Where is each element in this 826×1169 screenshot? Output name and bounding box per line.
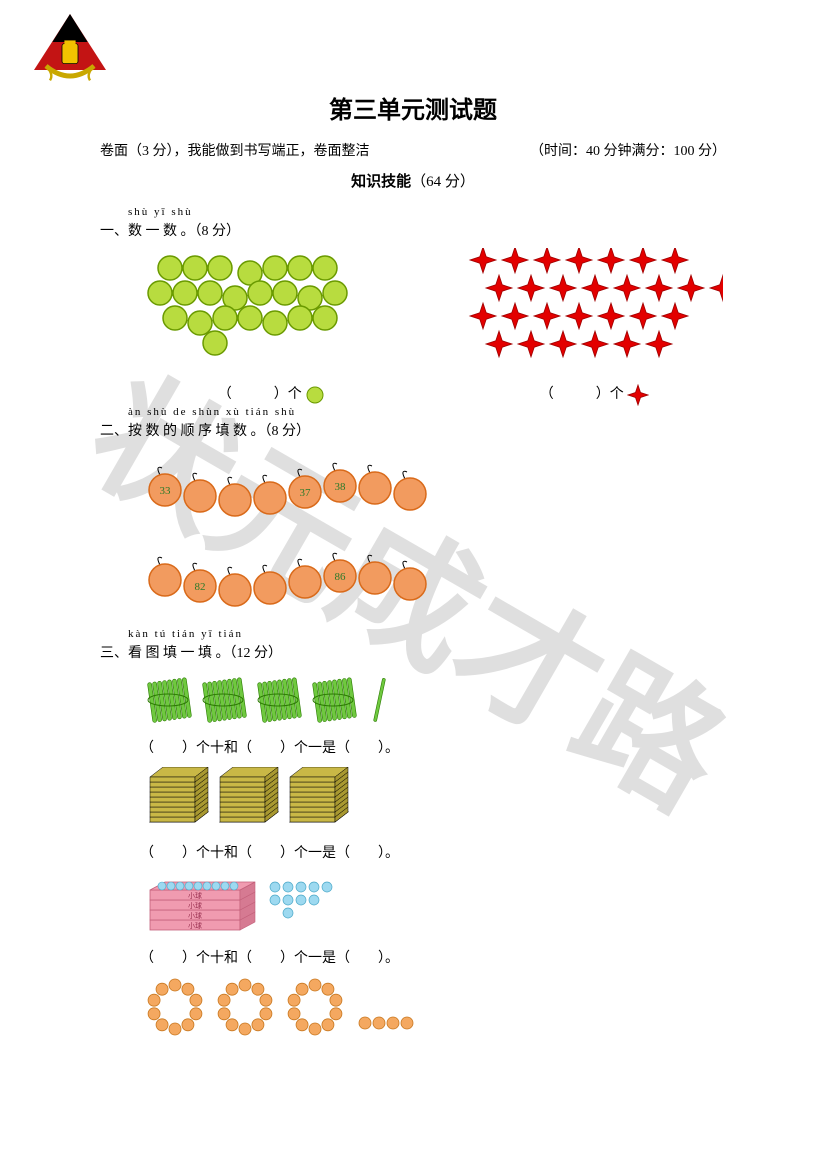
svg-text:小球: 小球 xyxy=(188,921,202,930)
svg-text:37: 37 xyxy=(300,487,312,499)
section-header-bold: 知识技能 xyxy=(351,173,411,190)
q3-blocks-figure xyxy=(140,767,726,837)
q3-blank-2: （ ）个十和（ ）个一是（ ）。 xyxy=(140,842,726,862)
subtitle-left: 卷面（3 分），我能做到书写端正，卷面整洁 xyxy=(100,140,370,160)
svg-text:33: 33 xyxy=(160,485,172,497)
q1-right-blank: （ ）个 xyxy=(540,387,624,402)
q1-left-answer: （ ）个 xyxy=(140,383,403,405)
subtitle-right: （时间：40 分钟满分：100 分） xyxy=(530,140,726,160)
q3-blank-3: （ ）个十和（ ）个一是（ ）。 xyxy=(140,947,726,967)
page-title: 第三单元测试题 xyxy=(100,90,726,125)
q2-pinyin: àn shù de shùn xù tián shù xyxy=(128,406,726,418)
q3-pinyin: kàn tú tián yī tián xyxy=(128,628,726,640)
q2-caterpillar-2: 82 86 xyxy=(140,538,726,613)
q3-blank-1: （ ）个十和（ ）个一是（ ）。 xyxy=(140,737,726,757)
q1-stars-figure xyxy=(463,248,723,378)
svg-text:86: 86 xyxy=(335,571,347,583)
q3-text: 三、看 图 填 一 填 。（12 分） xyxy=(100,642,726,662)
q3-rings-figure xyxy=(140,977,726,1042)
subtitle-row: 卷面（3 分），我能做到书写端正，卷面整洁 （时间：40 分钟满分：100 分） xyxy=(100,140,726,160)
q2-caterpillar-1: 33 37 38 xyxy=(140,448,726,523)
q1-circles-figure xyxy=(140,248,360,378)
svg-text:82: 82 xyxy=(195,581,206,593)
q1-left-blank: （ ）个 xyxy=(218,387,302,402)
q3-box-figure: 小球小球小球小球 xyxy=(140,872,726,942)
svg-text:38: 38 xyxy=(335,481,347,493)
q3-bundles-figure xyxy=(140,672,726,732)
section-header: 知识技能（64 分） xyxy=(100,170,726,191)
section-header-score: （64 分） xyxy=(411,174,475,190)
q1-text: 一、数 一 数 。（8 分） xyxy=(100,220,726,240)
q1-pinyin: shù yī shù xyxy=(128,206,726,218)
q2-text: 二、按 数 的 顺 序 填 数 。（8 分） xyxy=(100,420,726,440)
svg-text:小球: 小球 xyxy=(188,901,202,910)
svg-text:小球: 小球 xyxy=(188,891,202,900)
svg-text:小球: 小球 xyxy=(188,911,202,920)
q1-right-answer: （ ）个 xyxy=(463,383,726,406)
